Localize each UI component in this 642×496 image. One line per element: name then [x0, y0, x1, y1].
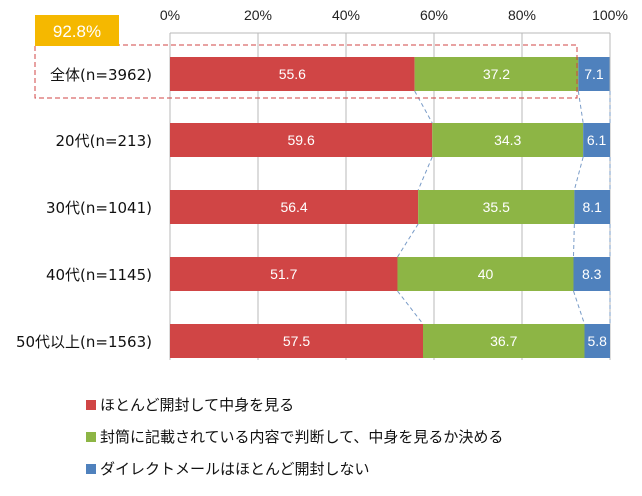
bar-segment: [578, 57, 610, 91]
series-connector-line: [414, 90, 433, 124]
category-label: 40代(n=1145): [46, 266, 152, 284]
bar-segment: [170, 190, 419, 224]
annotation-badge: [35, 15, 119, 46]
x-tick-label: 20%: [244, 7, 272, 23]
annotation-label: 92.8%: [53, 22, 101, 41]
legend-label: ほとんど開封して中身を見る: [100, 396, 294, 414]
bar-segment: [414, 57, 579, 91]
legend-swatch: [86, 464, 96, 474]
data-label: 56.4: [280, 199, 307, 215]
data-label: 34.3: [494, 132, 521, 148]
data-label: 36.7: [490, 333, 517, 349]
series-connector-line: [397, 290, 424, 325]
data-label: 57.5: [283, 333, 310, 349]
x-tick-label: 60%: [420, 7, 448, 23]
category-label: 全体(n=3962): [50, 66, 152, 84]
category-label: 20代(n=213): [56, 132, 153, 150]
x-tick-label: 100%: [592, 7, 628, 23]
bar-segment: [432, 123, 584, 157]
data-label: 51.7: [270, 266, 297, 282]
legend-label: 封筒に記載されている内容で判断して、中身を見るか決める: [100, 428, 503, 446]
data-label: 8.1: [582, 199, 602, 215]
bar-segment: [423, 324, 585, 358]
legend-swatch: [86, 432, 96, 442]
data-label: 7.1: [584, 66, 604, 82]
series-connector-line: [573, 290, 585, 325]
bar-segment: [574, 190, 610, 224]
bar-segment: [573, 257, 610, 291]
series-connector-line: [572, 223, 575, 258]
data-label: 55.6: [279, 66, 306, 82]
x-tick-label: 0%: [160, 7, 180, 23]
legend-label: ダイレクトメールはほとんど開封しない: [100, 460, 370, 478]
bar-segment: [170, 324, 423, 358]
series-connector-line: [417, 156, 433, 191]
data-label: 6.1: [587, 132, 607, 148]
bar-segment: [584, 324, 610, 358]
series-connector-line: [577, 90, 584, 124]
series-connector-line: [397, 223, 419, 258]
bar-segment: [397, 257, 574, 291]
bar-segment: [170, 123, 433, 157]
data-label: 35.5: [483, 199, 510, 215]
legend-swatch: [86, 400, 96, 410]
data-label: 5.8: [588, 333, 608, 349]
data-label: 59.6: [287, 132, 314, 148]
bar-segment: [583, 123, 610, 157]
bar-segment: [170, 257, 398, 291]
x-tick-label: 40%: [332, 7, 360, 23]
highlight-box: [34, 44, 578, 99]
x-tick-label: 80%: [508, 7, 536, 23]
category-label: 30代(n=1041): [46, 199, 152, 217]
data-label: 40: [478, 266, 494, 282]
data-label: 37.2: [483, 66, 510, 82]
category-label: 50代以上(n=1563): [16, 333, 152, 351]
bar-segment: [170, 57, 415, 91]
series-connector-line: [573, 156, 584, 191]
data-label: 8.3: [582, 266, 602, 282]
bar-segment: [418, 190, 575, 224]
